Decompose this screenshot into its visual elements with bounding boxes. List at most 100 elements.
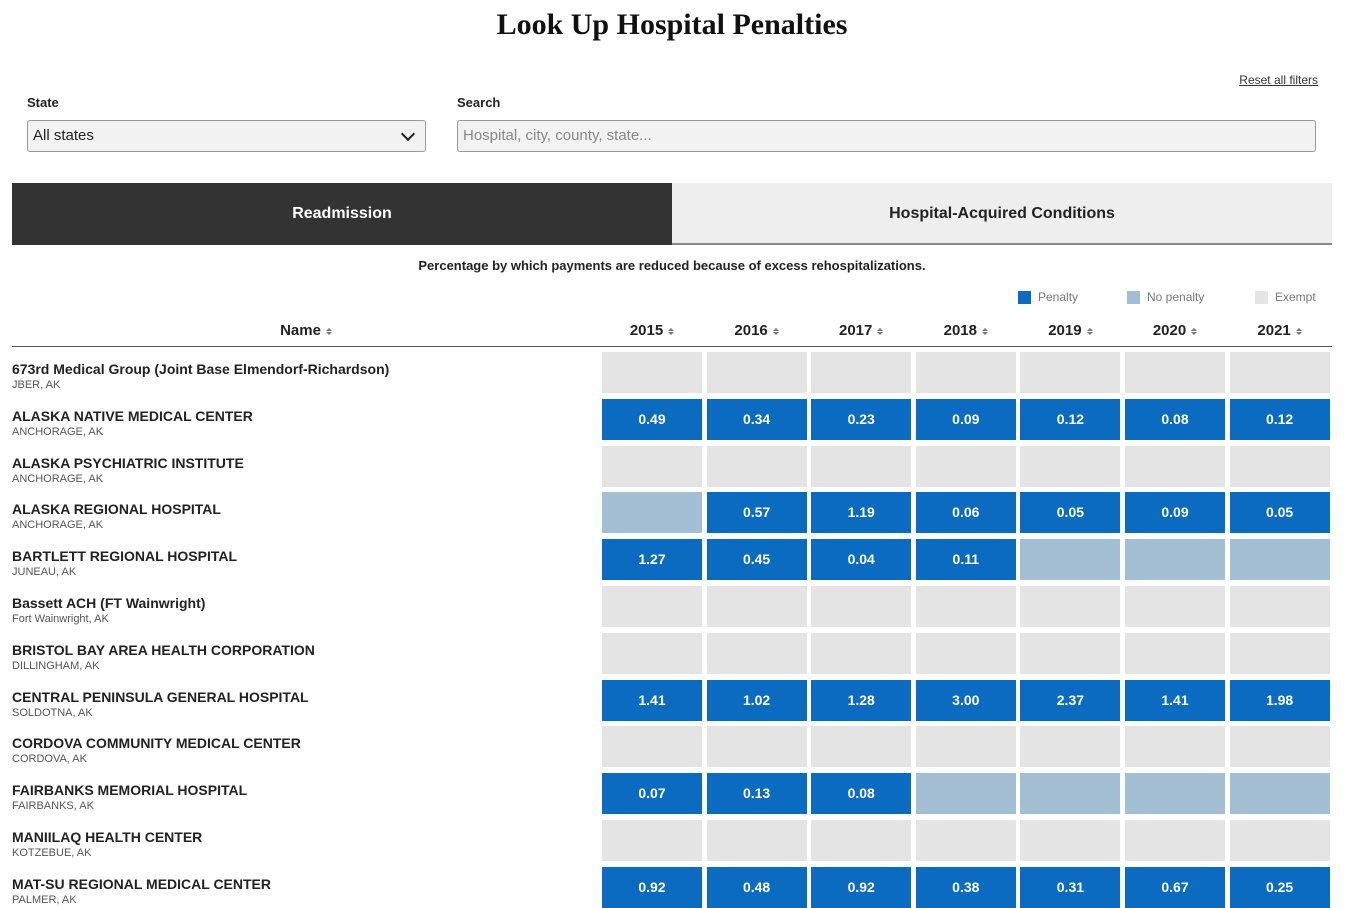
penalty-cell: [1125, 445, 1225, 487]
column-header-text: Name: [280, 322, 321, 339]
legend-label: No penalty: [1147, 290, 1205, 304]
penalty-cell: [915, 632, 1016, 674]
hospital-name: CORDOVA COMMUNITY MEDICAL CENTER: [12, 735, 301, 752]
hospital-name: MAT-SU REGIONAL MEDICAL CENTER: [12, 875, 272, 892]
penalty-cell: 0.08: [811, 773, 912, 815]
penalty-cell: 0.31: [1020, 866, 1121, 908]
penalty-cell: 0.49: [602, 398, 702, 440]
penalty-cell: [706, 726, 807, 768]
penalty-cell: [1229, 632, 1330, 674]
penalty-cell: 2.37: [1020, 679, 1121, 721]
penalty-cell: [1229, 726, 1330, 768]
hospital-location: JUNEAU, AK: [12, 566, 77, 579]
penalty-cell: [1229, 820, 1330, 861]
penalty-cell: [1020, 352, 1121, 393]
penalty-cell: 1.98: [1229, 679, 1330, 721]
penalty-cell: [915, 773, 1016, 815]
penalty-cell: 0.04: [811, 539, 912, 581]
penalty-cell: 0.05: [1229, 492, 1330, 534]
state-select[interactable]: All states: [27, 120, 426, 152]
column-header-text: 2017: [839, 322, 873, 339]
hospital-location: FAIRBANKS, AK: [12, 800, 94, 813]
legend-label: Penalty: [1038, 290, 1079, 304]
hospital-name: 673rd Medical Group (Joint Base Elmendor…: [12, 361, 390, 377]
reset-link[interactable]: Reset all filters: [1239, 73, 1318, 87]
penalty-cell: [1020, 820, 1121, 861]
hospital-location: KOTZEBUE, AK: [12, 847, 92, 859]
penalty-cell: 0.38: [915, 866, 1016, 908]
sort-icon: [1295, 327, 1302, 336]
penalty-cell: 0.57: [706, 492, 807, 534]
penalty-cell: [602, 632, 702, 674]
search-input[interactable]: Hospital, city, county, state...: [457, 120, 1316, 152]
sort-icon: [1191, 327, 1198, 336]
penalty-cell: [811, 632, 912, 674]
tab[interactable]: Hospital-Acquired Conditions: [672, 183, 1332, 245]
penalty-cell: [602, 492, 702, 534]
penalty-cell: [706, 445, 807, 487]
penalty-cell: [811, 820, 912, 861]
page-title: Look Up Hospital Penalties: [496, 8, 848, 41]
column-header[interactable]: 2015: [602, 322, 702, 339]
penalty-cell: 1.19: [811, 492, 912, 534]
column-header[interactable]: 2018: [916, 322, 1016, 339]
search-placeholder: Hospital, city, county, state...: [463, 127, 652, 144]
penalty-cell: [602, 445, 702, 487]
penalty-cell: 0.92: [811, 866, 912, 908]
penalty-cell: [1020, 632, 1121, 674]
sort-icon: [1086, 327, 1093, 336]
penalty-cell: 3.00: [915, 679, 1016, 721]
penalty-cell: [1020, 445, 1121, 487]
chevron: [400, 126, 416, 142]
penalty-cell: 0.25: [1229, 866, 1330, 908]
column-header-text: 2016: [734, 322, 768, 339]
penalty-cell: [1229, 352, 1330, 393]
penalty-cell: 0.12: [1229, 398, 1330, 440]
penalty-cell: 0.09: [915, 398, 1016, 440]
sort-icon: [325, 327, 332, 336]
header-rule: [12, 346, 1332, 347]
penalty-cell: [1125, 726, 1225, 768]
column-header[interactable]: 2021: [1230, 322, 1330, 339]
penalty-cell: [1125, 820, 1225, 861]
hospital-name: Bassett ACH (FT Wainwright): [12, 595, 206, 611]
penalty-cell: 0.06: [915, 492, 1016, 534]
penalty-cell: [1020, 539, 1121, 581]
penalty-cell: 0.13: [706, 773, 807, 815]
tab[interactable]: Readmission: [12, 183, 672, 245]
state-value: All states: [33, 127, 94, 144]
penalty-cell: [1020, 586, 1121, 627]
column-header[interactable]: Name: [12, 322, 600, 339]
penalty-cell: [706, 820, 807, 861]
column-header[interactable]: 2020: [1125, 322, 1225, 339]
penalty-cell: [706, 352, 807, 393]
hospital-name: FAIRBANKS MEMORIAL HOSPITAL: [12, 782, 248, 799]
penalty-cell: [811, 586, 912, 627]
hospital-location: ANCHORAGE, AK: [12, 519, 104, 532]
penalty-cell: 0.07: [602, 773, 702, 815]
penalty-cell: 1.41: [602, 679, 702, 721]
column-header[interactable]: 2017: [811, 322, 911, 339]
penalty-cell: [1229, 773, 1330, 815]
penalty-cell: 0.09: [1125, 492, 1225, 534]
hospital-name: ALASKA NATIVE MEDICAL CENTER: [12, 407, 253, 424]
penalty-cell: [602, 820, 702, 861]
penalty-cell: [1125, 773, 1225, 815]
column-header[interactable]: 2016: [707, 322, 807, 339]
penalty-cell: [915, 445, 1016, 487]
hospital-location: ANCHORAGE, AK: [12, 425, 104, 438]
column-header-text: 2021: [1257, 322, 1291, 339]
penalty-cell: [1020, 726, 1121, 768]
hospital-location: ANCHORAGE, AK: [12, 472, 104, 485]
penalty-cell: 0.11: [915, 539, 1016, 581]
hospital-location: SOLDOTNA, AK: [12, 706, 93, 719]
penalty-cell: 1.28: [811, 679, 912, 721]
penalty-cell: [915, 586, 1016, 627]
hospital-location: CORDOVA, AK: [12, 753, 87, 766]
penalty-cell: [706, 632, 807, 674]
hospital-name: BRISTOL BAY AREA HEALTH CORPORATION: [12, 641, 315, 658]
column-header-text: 2019: [1048, 322, 1082, 339]
column-header[interactable]: 2019: [1020, 322, 1120, 339]
penalty-cell: [602, 586, 702, 627]
hospital-location: JBER, AK: [12, 379, 61, 391]
